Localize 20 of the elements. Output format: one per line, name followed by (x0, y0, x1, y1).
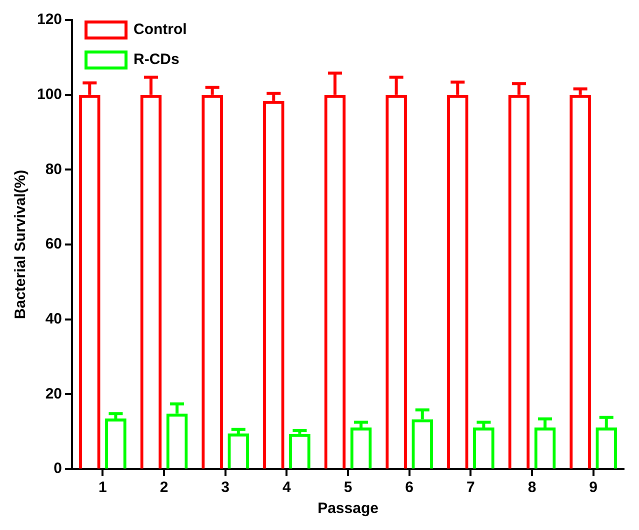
x-tick-label: 7 (466, 479, 475, 496)
y-tick-label: 0 (54, 460, 62, 478)
y-axis-title: Bacterial Survival(%) (12, 170, 30, 320)
x-tick-label: 2 (160, 479, 168, 496)
y-tick-label: 100 (36, 86, 62, 103)
legend-label: R-CDs (134, 51, 180, 68)
legend-label: Control (134, 21, 187, 38)
x-tick-label: 1 (98, 479, 107, 496)
x-tick-label: 5 (344, 479, 352, 496)
x-tick-label: 3 (221, 479, 230, 496)
y-tick-label: 20 (45, 385, 62, 402)
x-tick-label: 6 (405, 479, 414, 496)
x-tick-label: 8 (528, 479, 536, 496)
x-tick-label: 4 (282, 479, 292, 496)
x-axis-title: Passage (318, 500, 378, 518)
y-tick-label: 40 (45, 310, 62, 328)
y-tick-label: 80 (45, 160, 62, 178)
y-tick-label: 120 (36, 11, 62, 28)
y-tick-label: 60 (45, 236, 62, 253)
x-tick-label: 9 (589, 479, 598, 496)
